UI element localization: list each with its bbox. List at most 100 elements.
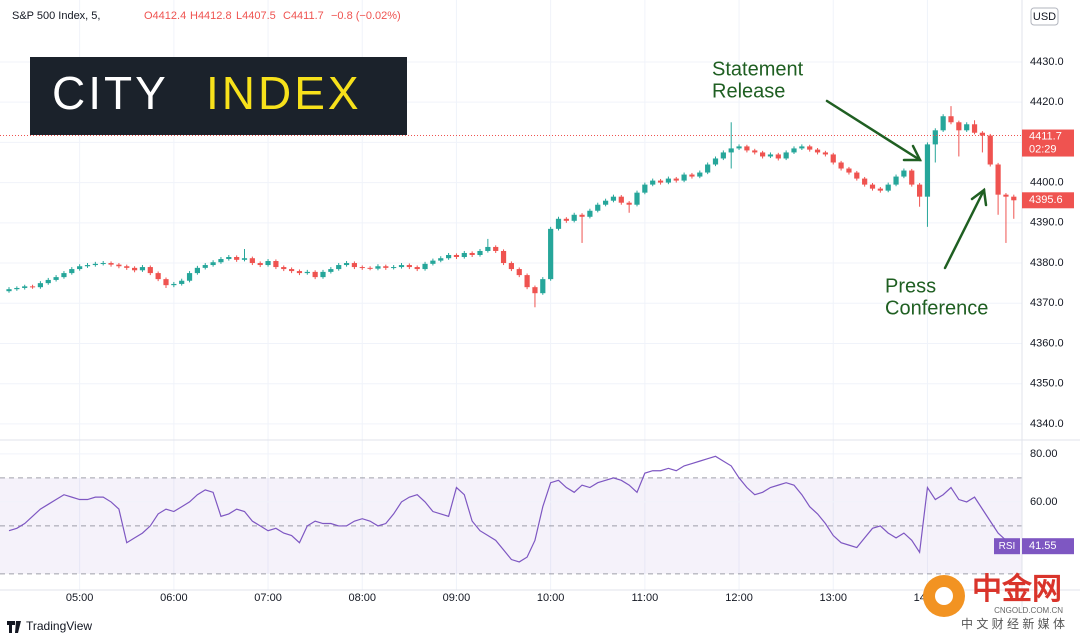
candle-body [281,267,287,270]
x-tick-label: 08:00 [348,592,376,604]
candle-body [508,263,514,270]
currency[interactable]: USD [1033,11,1056,23]
candle-body [854,172,860,179]
candle-body [469,252,475,255]
watermark-icon-inner [935,587,953,605]
candle-body [422,263,428,270]
x-tick-label: 13:00 [819,592,847,604]
candle-body [493,246,499,251]
arrows [825,99,988,270]
tv-icon[interactable] [7,621,21,633]
footer-logo[interactable]: TradingView [7,619,92,633]
candle-body [69,269,75,274]
annotation: Conference [885,297,988,319]
candle-body [610,196,617,201]
ohlc-close: C4411.7 [283,10,324,22]
candle-body [744,146,750,151]
candle-body [760,152,766,157]
candle-body [571,214,577,221]
candle-body [139,267,146,271]
annotation: Statement [712,58,804,80]
symbol: S&P 500 Index, 5, [12,10,100,22]
candle-body [320,271,326,278]
candle-body [1011,196,1017,201]
watermark-site: CNGOLD.COM.CN [994,606,1063,615]
candle-body [893,176,899,185]
candle-body [92,263,98,266]
price-line-box [1022,129,1074,157]
candle-body [328,269,334,272]
candle-body [697,172,703,177]
candle-body [673,178,679,181]
candle-body [249,258,255,264]
arrow-head [970,187,988,207]
x-tick-label: 07:00 [254,592,282,604]
rsi-name: RSI [999,541,1016,552]
candle-body [681,174,687,181]
candle-body [603,200,609,205]
candle-body [312,271,318,278]
candle-body [45,279,51,284]
ohlc-high: H4412.8 [190,10,232,22]
candle-body [736,146,742,149]
candle-body [179,280,185,284]
candle-body [171,283,177,286]
candle-body [532,287,538,294]
candle-body [446,254,452,259]
candle-body [665,178,671,183]
x-tick-label: 05:00 [66,592,94,604]
candle-body [241,258,248,260]
candle-body [689,174,695,177]
candle-body [555,218,562,229]
candle-body [77,266,83,270]
candle-body [799,146,805,149]
candle-body [595,204,601,211]
candle-body [163,279,169,286]
y-tick-label: 4400.0 [1030,177,1064,189]
candle-body [548,228,554,280]
candle-body [100,263,106,265]
candle-body [116,264,122,267]
candle-body [634,192,640,205]
countdown-label: 02:29 [1029,143,1057,155]
candle-body [289,269,295,272]
candle-body [383,266,389,268]
logo-index: INDEX [206,67,362,119]
candle-body [838,162,844,169]
candle-body [477,250,483,255]
marks [0,106,1022,563]
candle-body [147,267,153,274]
rsi-line [8,455,1015,563]
arrow [825,99,922,162]
candle-body [964,124,970,131]
candle-body [29,286,36,288]
candle-body [995,164,1001,195]
candle-body [37,283,43,288]
candle-body [414,267,420,270]
price-line-label: 4411.7 [1029,130,1062,142]
ohlc-open: O4412.4 [144,10,186,22]
footer-text[interactable]: TradingView [26,619,92,633]
candle-body [430,260,436,264]
candle-body [705,164,711,173]
candle-body [940,116,946,131]
candle-body [202,265,208,268]
candle-body [343,263,350,266]
rsi-value-box [1022,538,1074,555]
candle-body [53,277,59,280]
candle-body [14,287,20,290]
candle-body [846,168,852,173]
currency-badge[interactable] [1030,7,1059,26]
candle-body [500,250,507,264]
candle-body [712,158,719,165]
candle-body [791,148,797,153]
x-tick-label: 09:00 [443,592,471,604]
candle-body [563,218,569,221]
candle-body [650,180,656,185]
candle-body [257,263,263,266]
grid [0,0,1022,590]
y-tick-label: 4360.0 [1030,337,1064,349]
candle-body [273,261,279,268]
rsi-name-box [994,538,1020,555]
candle-body [398,265,405,268]
